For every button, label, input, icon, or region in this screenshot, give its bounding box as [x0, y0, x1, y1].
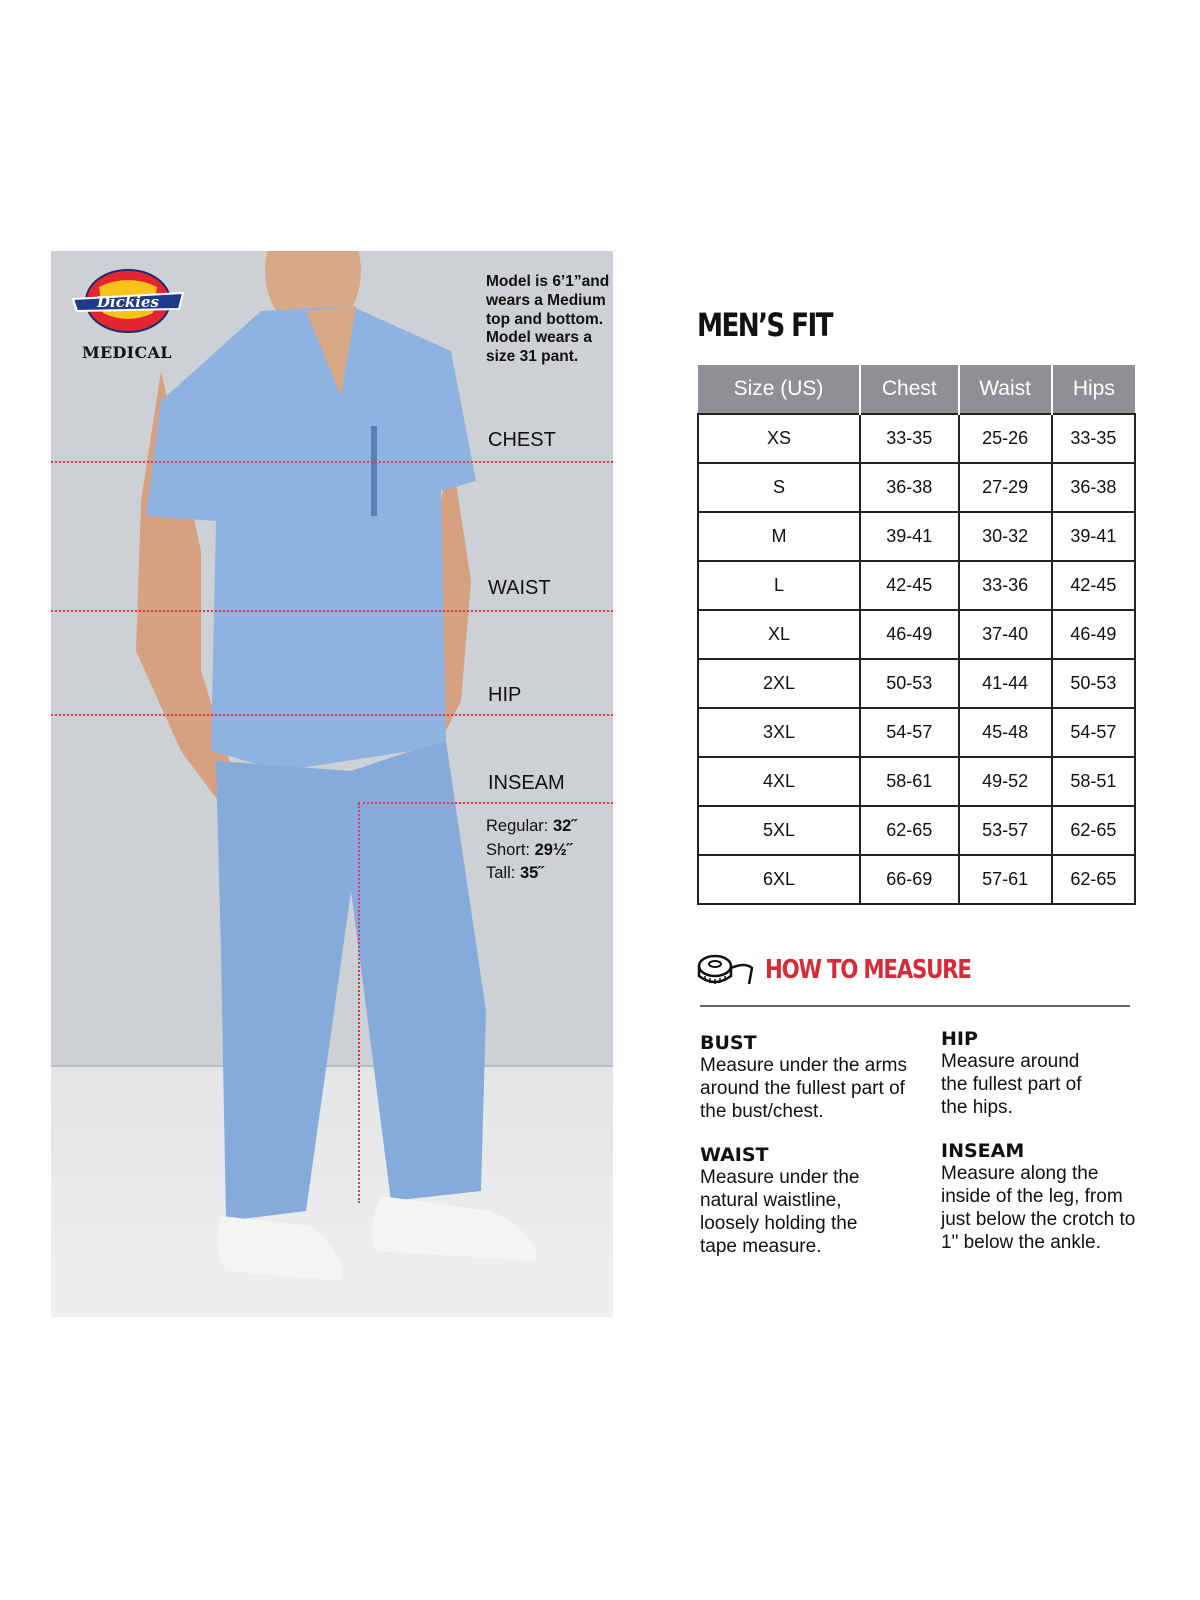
- table-row: XS 33-35 25-26 33-35: [697, 413, 1137, 464]
- table-cell: 4XL: [697, 756, 861, 807]
- measure-heading: HIP: [941, 1028, 978, 1050]
- table-row: 6XL 66-69 57-61 62-65: [697, 854, 1137, 905]
- inseam-tall-value: 35˝: [519, 864, 544, 882]
- inseam-tall-label: Tall:: [486, 864, 516, 882]
- table-cell: 53-57: [957, 805, 1053, 856]
- table-cell: 30-32: [957, 511, 1053, 562]
- table-cell: 66-69: [859, 854, 960, 905]
- how-to-measure-header: HOW TO MEASURE: [697, 952, 1016, 988]
- table-header: Size (US) Chest Waist Hips: [698, 365, 1135, 414]
- inseam-line: [358, 802, 613, 804]
- size-chart-table: Size (US) Chest Waist Hips XS 33-35 25-26 33-3…: [697, 365, 1137, 905]
- divider: [700, 1005, 1130, 1007]
- table-cell: 33-35: [859, 413, 960, 464]
- table-cell: 50-53: [859, 658, 960, 709]
- measure-hip: HIP Measure around the fullest part of t…: [941, 1028, 1141, 1119]
- how-to-measure-title: HOW TO MEASURE: [765, 955, 972, 985]
- column-header: Chest: [859, 365, 959, 414]
- dickies-logo: Dickies: [71, 269, 185, 333]
- table-row: 2XL 50-53 41-44 50-53: [697, 658, 1137, 709]
- table-cell: XS: [697, 413, 861, 464]
- model-note: Model is 6’1”and wears a Medium top and …: [486, 273, 610, 366]
- table-cell: 39-41: [1050, 511, 1137, 562]
- table-cell: 3XL: [697, 707, 861, 758]
- column-header: Hips: [1050, 365, 1135, 414]
- measure-bust: BUST Measure under the arms around the f…: [700, 1032, 930, 1123]
- table-cell: 6XL: [697, 854, 861, 905]
- inseam-regular-value: 32˝: [552, 817, 577, 835]
- table-row: XL 46-49 37-40 46-49: [697, 609, 1137, 660]
- waist-label: WAIST: [488, 577, 551, 599]
- chest-label: CHEST: [488, 429, 556, 451]
- measure-text: Measure under the natural waistline, loo…: [700, 1167, 860, 1257]
- table-cell: 62-65: [859, 805, 960, 856]
- table-row: 5XL 62-65 53-57 62-65: [697, 805, 1137, 856]
- column-header: Waist: [957, 365, 1052, 414]
- table-cell: 37-40: [957, 609, 1053, 660]
- inseam-short-label: Short:: [486, 840, 531, 859]
- measure-waist: WAIST Measure under the natural waistlin…: [700, 1144, 890, 1258]
- table-cell: 54-57: [859, 707, 960, 758]
- measure-text: Measure around the fullest part of the h…: [941, 1051, 1082, 1118]
- table-cell: 42-45: [859, 560, 960, 611]
- column-header: Size (US): [698, 365, 860, 414]
- table-cell: 39-41: [859, 511, 960, 562]
- waist-line: [51, 610, 613, 612]
- measure-heading: INSEAM: [941, 1140, 1025, 1162]
- measure-text: Measure under the arms around the fulles…: [700, 1055, 907, 1122]
- table-cell: 58-51: [1050, 756, 1137, 807]
- table-cell: 42-45: [1050, 560, 1137, 611]
- table-cell: 25-26: [957, 413, 1053, 464]
- table-cell: 57-61: [957, 854, 1053, 905]
- table-cell: 46-49: [859, 609, 960, 660]
- model-figure: [136, 251, 537, 1281]
- table-cell: 45-48: [957, 707, 1053, 758]
- measure-heading: WAIST: [700, 1144, 769, 1166]
- table-cell: 46-49: [1050, 609, 1137, 660]
- model-photo: Dickies MEDICAL Model is 6’1”and wears a…: [51, 251, 613, 1317]
- measure-heading: BUST: [700, 1032, 757, 1054]
- table-cell: XL: [697, 609, 861, 660]
- table-cell: 49-52: [957, 756, 1053, 807]
- table-cell: 62-65: [1050, 854, 1137, 905]
- table-row: L 42-45 33-36 42-45: [697, 560, 1137, 611]
- inseam-values: Regular: 32˝ Short: 29½˝ Tall: 35˝: [486, 815, 577, 886]
- table-cell: 27-29: [957, 462, 1053, 513]
- hip-line: [51, 714, 613, 716]
- inseam-label: INSEAM: [488, 772, 565, 794]
- table-row: 4XL 58-61 49-52 58-51: [697, 756, 1137, 807]
- table-cell: 2XL: [697, 658, 861, 709]
- hip-label: HIP: [488, 684, 522, 706]
- table-cell: 50-53: [1050, 658, 1137, 709]
- inseam-vertical-line: [358, 803, 360, 1203]
- table-row: M 39-41 30-32 39-41: [697, 511, 1137, 562]
- table-cell: 62-65: [1050, 805, 1137, 856]
- table-cell: 36-38: [1050, 462, 1137, 513]
- table-cell: 58-61: [859, 756, 960, 807]
- size-chart-title: MEN’S FIT: [697, 306, 833, 344]
- chest-line: [51, 461, 613, 463]
- svg-text:Dickies: Dickies: [96, 293, 159, 311]
- brand-sub: MEDICAL: [82, 343, 172, 362]
- inseam-regular-label: Regular:: [486, 817, 549, 835]
- table-cell: M: [697, 511, 861, 562]
- table-cell: 5XL: [697, 805, 861, 856]
- table-row: 3XL 54-57 45-48 54-57: [697, 707, 1137, 758]
- table-cell: S: [697, 462, 861, 513]
- measure-text: Measure along the inside of the leg, fro…: [941, 1163, 1136, 1253]
- tape-measure-icon: [697, 954, 754, 985]
- table-cell: 54-57: [1050, 707, 1137, 758]
- table-cell: 33-35: [1050, 413, 1137, 464]
- table-cell: L: [697, 560, 861, 611]
- table-cell: 36-38: [859, 462, 960, 513]
- table-cell: 41-44: [957, 658, 1053, 709]
- inseam-short-value: 29½˝: [534, 840, 573, 859]
- table-row: S 36-38 27-29 36-38: [697, 462, 1137, 513]
- table-cell: 33-36: [957, 560, 1053, 611]
- measure-inseam: INSEAM Measure along the inside of the l…: [941, 1140, 1141, 1254]
